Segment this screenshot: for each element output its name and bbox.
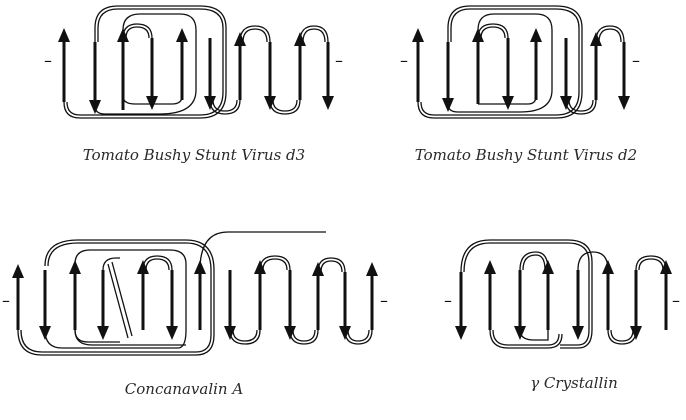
connecting-loops [460,239,667,349]
c-terminus-label: – [632,51,640,70]
c-terminus-label: – [380,291,388,310]
n-terminus-label: – [400,51,408,70]
beta-strands [416,38,626,104]
diagram-tbsv-d3: – – [44,5,343,164]
beta-strands [16,270,374,330]
connecting-loops [17,231,373,356]
n-terminus-label: – [444,291,452,310]
diagram-con-a: – – [2,231,388,398]
connecting-loops [417,5,625,119]
beta-strands [459,270,668,330]
strand-arrowheads [12,260,378,340]
c-terminus-label: – [335,51,343,70]
diagram-tbsv-d2: – – [400,5,640,164]
connecting-loops [63,5,329,119]
strand-arrowheads [455,260,672,340]
diagram-caption: γ Crystallin [530,374,618,392]
c-terminus-label: – [672,291,680,310]
n-terminus-label: – [44,51,52,70]
n-terminus-label: – [2,291,10,310]
diagram-caption: Tomato Bushy Stunt Virus d3 [83,146,305,164]
diagram-caption: Tomato Bushy Stunt Virus d2 [415,146,637,164]
diagram-caption: Concanavalin A [125,380,244,398]
diagram-gamma-crystallin: – – [444,239,680,392]
